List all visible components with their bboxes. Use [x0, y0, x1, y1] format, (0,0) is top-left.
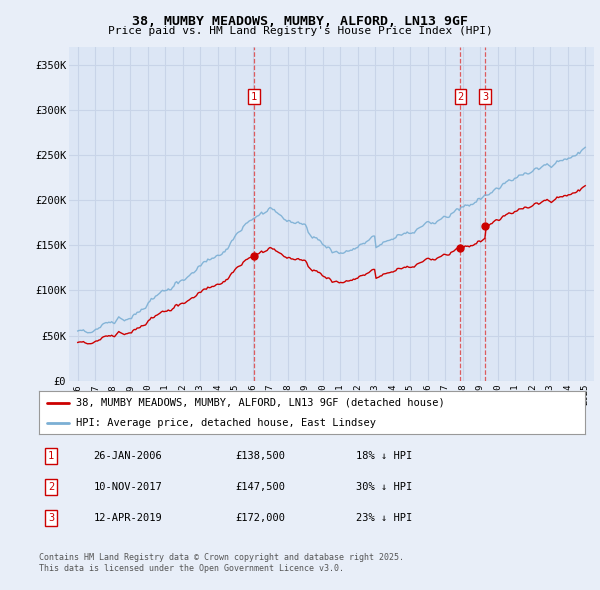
- Text: 1: 1: [251, 92, 257, 101]
- Text: 12-APR-2019: 12-APR-2019: [94, 513, 163, 523]
- Text: HPI: Average price, detached house, East Lindsey: HPI: Average price, detached house, East…: [76, 418, 376, 428]
- Text: Price paid vs. HM Land Registry's House Price Index (HPI): Price paid vs. HM Land Registry's House …: [107, 26, 493, 36]
- Text: Contains HM Land Registry data © Crown copyright and database right 2025.
This d: Contains HM Land Registry data © Crown c…: [39, 553, 404, 573]
- Text: 23% ↓ HPI: 23% ↓ HPI: [356, 513, 412, 523]
- Text: 2: 2: [48, 482, 54, 491]
- Text: £147,500: £147,500: [236, 482, 286, 491]
- Text: 2: 2: [457, 92, 463, 101]
- Text: 38, MUMBY MEADOWS, MUMBY, ALFORD, LN13 9GF: 38, MUMBY MEADOWS, MUMBY, ALFORD, LN13 9…: [132, 15, 468, 28]
- Text: 10-NOV-2017: 10-NOV-2017: [94, 482, 163, 491]
- Text: 3: 3: [48, 513, 54, 523]
- Text: 18% ↓ HPI: 18% ↓ HPI: [356, 451, 412, 461]
- Text: 26-JAN-2006: 26-JAN-2006: [94, 451, 163, 461]
- Text: 38, MUMBY MEADOWS, MUMBY, ALFORD, LN13 9GF (detached house): 38, MUMBY MEADOWS, MUMBY, ALFORD, LN13 9…: [76, 398, 445, 408]
- Text: 3: 3: [482, 92, 488, 101]
- Text: £172,000: £172,000: [236, 513, 286, 523]
- Text: 30% ↓ HPI: 30% ↓ HPI: [356, 482, 412, 491]
- Text: 1: 1: [48, 451, 54, 461]
- Text: £138,500: £138,500: [236, 451, 286, 461]
